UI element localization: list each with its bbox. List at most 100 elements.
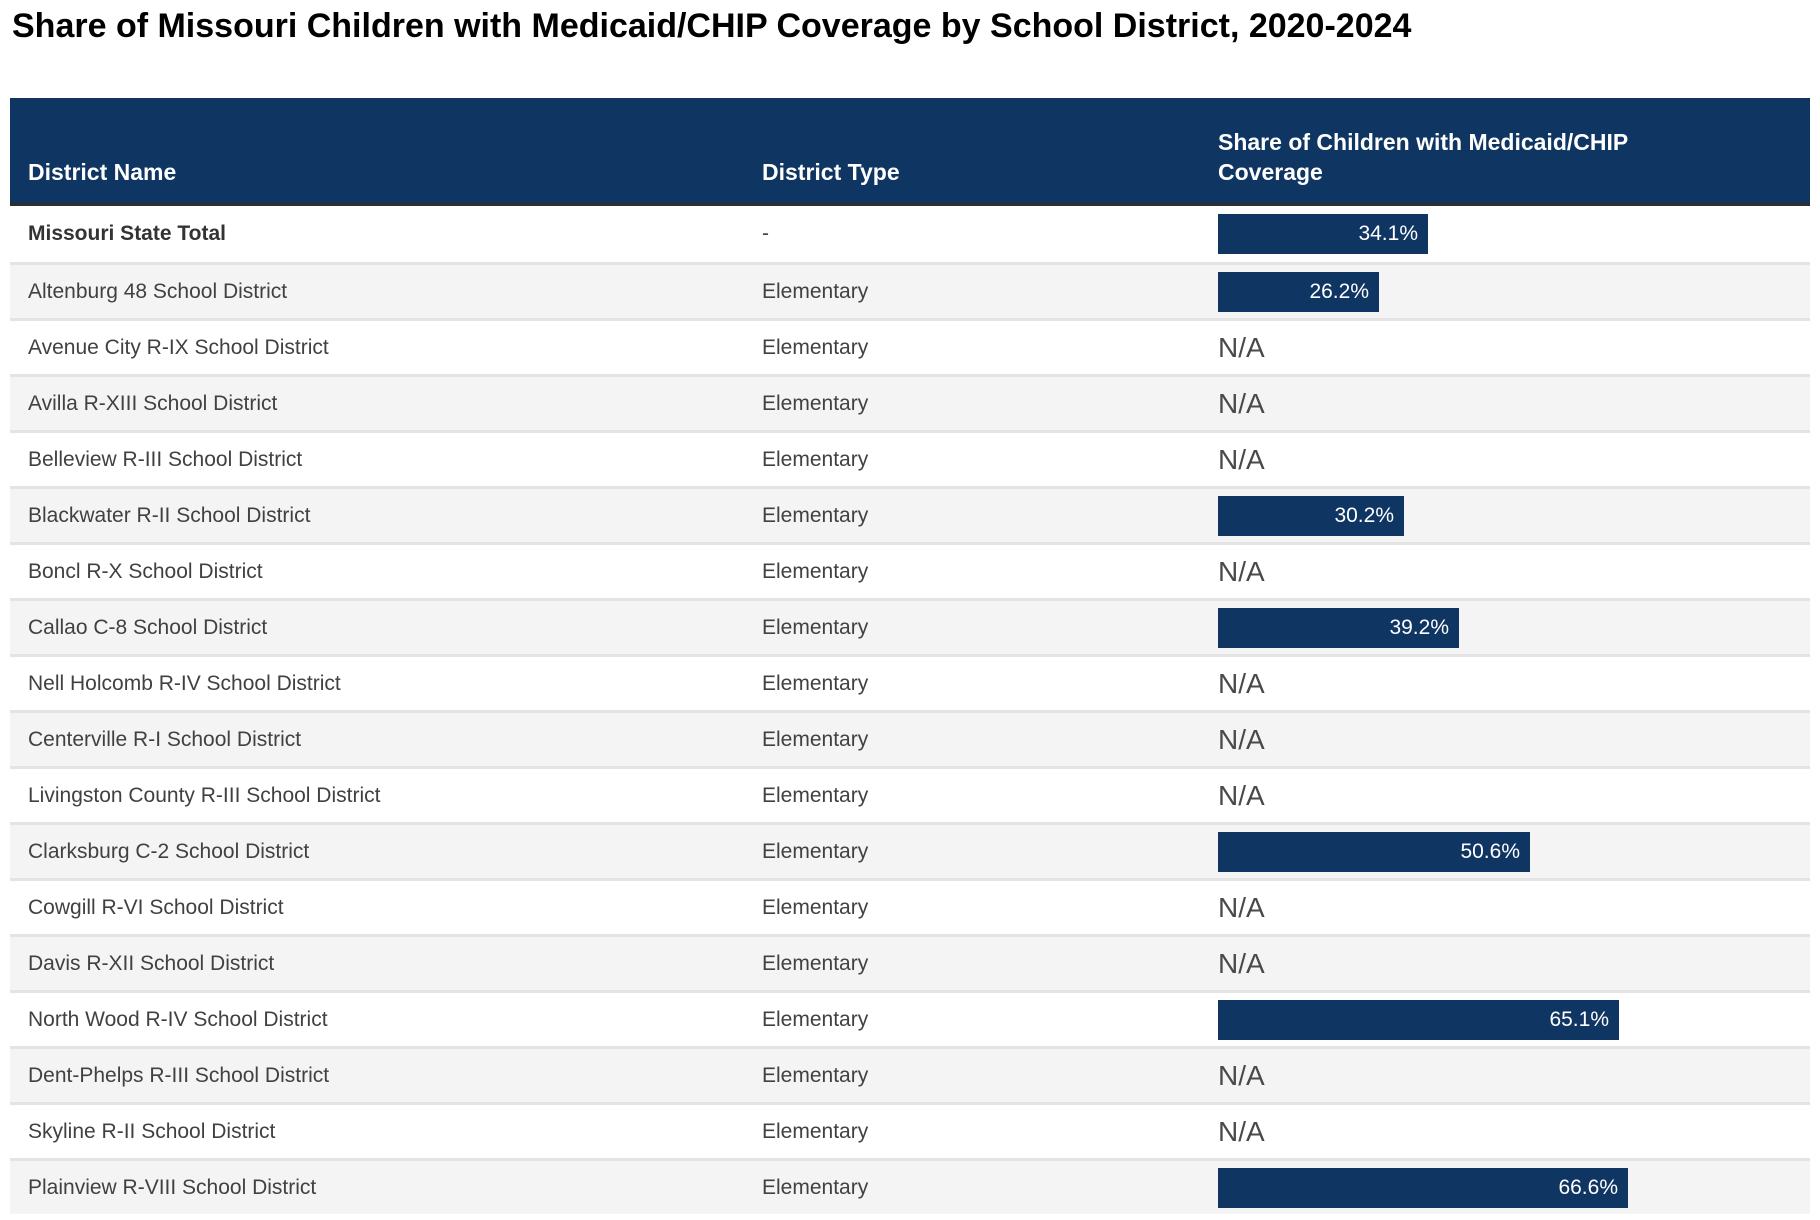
district-type-cell: Elementary	[762, 559, 869, 583]
district-type-cell: Elementary	[762, 727, 869, 751]
share-cell: N/A	[1208, 724, 1810, 756]
share-bar-label: 26.2%	[1309, 279, 1369, 303]
share-cell: N/A	[1208, 388, 1810, 420]
district-name-cell: Skyline R-II School District	[28, 1119, 276, 1143]
share-na-label: N/A	[1218, 387, 1265, 419]
column-header-share: Share of Children with Medicaid/CHIP Cov…	[1208, 127, 1810, 203]
district-type-cell: Elementary	[762, 1007, 869, 1031]
share-bar: 30.2%	[1218, 495, 1404, 536]
table-row: Callao C-8 School District Elementary 39…	[10, 598, 1810, 654]
share-cell: N/A	[1208, 948, 1810, 980]
district-name-cell: Boncl R-X School District	[28, 559, 263, 583]
table-row: Avilla R-XIII School District Elementary…	[10, 374, 1810, 430]
district-name-cell: Centerville R-I School District	[28, 727, 302, 751]
share-bar-label: 39.2%	[1389, 615, 1449, 639]
share-cell: N/A	[1208, 892, 1810, 924]
district-type-cell: Elementary	[762, 615, 869, 639]
share-na-label: N/A	[1218, 1059, 1265, 1091]
share-cell: N/A	[1208, 332, 1810, 364]
share-cell: N/A	[1208, 1116, 1810, 1148]
table-row: Missouri State Total - 34.1%	[10, 206, 1810, 262]
share-cell: 65.1%	[1208, 999, 1810, 1040]
medicaid-coverage-table: District Name District Type Share of Chi…	[10, 98, 1810, 1214]
share-cell: N/A	[1208, 668, 1810, 700]
share-cell: N/A	[1208, 556, 1810, 588]
district-name-cell: Belleview R-III School District	[28, 447, 303, 471]
share-bar-label: 66.6%	[1558, 1175, 1618, 1199]
share-na-label: N/A	[1218, 555, 1265, 587]
district-type-cell: Elementary	[762, 839, 869, 863]
district-type-cell: Elementary	[762, 447, 869, 471]
share-bar: 34.1%	[1218, 214, 1428, 254]
district-name-cell: Blackwater R-II School District	[28, 503, 311, 527]
share-bar-label: 65.1%	[1549, 1007, 1609, 1031]
table-row: Boncl R-X School District Elementary N/A	[10, 542, 1810, 598]
table-row: North Wood R-IV School District Elementa…	[10, 990, 1810, 1046]
district-name-cell: North Wood R-IV School District	[28, 1007, 328, 1031]
share-cell: 26.2%	[1208, 271, 1810, 312]
district-name-cell: Cowgill R-VI School District	[28, 895, 284, 919]
table-row: Skyline R-II School District Elementary …	[10, 1102, 1810, 1158]
share-cell: 50.6%	[1208, 831, 1810, 872]
district-type-cell: Elementary	[762, 1063, 869, 1087]
share-cell: 34.1%	[1208, 214, 1810, 254]
district-name-cell: Davis R-XII School District	[28, 951, 275, 975]
share-cell: N/A	[1208, 780, 1810, 812]
share-bar: 26.2%	[1218, 271, 1379, 312]
district-type-cell: Elementary	[762, 1175, 869, 1199]
district-name-cell: Nell Holcomb R-IV School District	[28, 671, 341, 695]
table-header-row: District Name District Type Share of Chi…	[10, 98, 1810, 206]
district-type-cell: Elementary	[762, 951, 869, 975]
district-type-cell: Elementary	[762, 1119, 869, 1143]
district-name-cell: Livingston County R-III School District	[28, 783, 381, 807]
district-name-cell: Dent-Phelps R-III School District	[28, 1063, 330, 1087]
district-type-cell: -	[762, 222, 769, 245]
share-cell: 39.2%	[1208, 607, 1810, 648]
table-row: Cowgill R-VI School District Elementary …	[10, 878, 1810, 934]
table-row: Altenburg 48 School District Elementary …	[10, 262, 1810, 318]
table-body: Missouri State Total - 34.1% Altenburg 4…	[10, 206, 1810, 1214]
district-type-cell: Elementary	[762, 503, 869, 527]
share-bar: 65.1%	[1218, 999, 1619, 1040]
district-type-cell: Elementary	[762, 671, 869, 695]
table-row: Avenue City R-IX School District Element…	[10, 318, 1810, 374]
share-bar: 39.2%	[1218, 607, 1459, 648]
share-cell: 30.2%	[1208, 495, 1810, 536]
table-row: Dent-Phelps R-III School District Elemen…	[10, 1046, 1810, 1102]
table-row: Livingston County R-III School District …	[10, 766, 1810, 822]
share-cell: N/A	[1208, 1060, 1810, 1092]
share-bar-label: 30.2%	[1334, 503, 1394, 527]
table-row: Plainview R-VIII School District Element…	[10, 1158, 1810, 1214]
share-na-label: N/A	[1218, 779, 1265, 811]
share-bar: 50.6%	[1218, 831, 1530, 872]
table-row: Centerville R-I School District Elementa…	[10, 710, 1810, 766]
table-row: Nell Holcomb R-IV School District Elemen…	[10, 654, 1810, 710]
column-header-district-type: District Type	[762, 159, 900, 185]
district-name-cell: Avenue City R-IX School District	[28, 335, 329, 359]
share-bar-label: 34.1%	[1358, 222, 1418, 245]
district-name-cell: Missouri State Total	[28, 222, 226, 245]
share-cell: 66.6%	[1208, 1167, 1810, 1208]
share-na-label: N/A	[1218, 891, 1265, 923]
share-bar-label: 50.6%	[1460, 839, 1520, 863]
district-type-cell: Elementary	[762, 335, 869, 359]
page-title: Share of Missouri Children with Medicaid…	[12, 7, 1412, 45]
share-bar: 66.6%	[1218, 1167, 1628, 1208]
share-na-label: N/A	[1218, 723, 1265, 755]
share-na-label: N/A	[1218, 947, 1265, 979]
district-name-cell: Avilla R-XIII School District	[28, 391, 278, 415]
table-row: Davis R-XII School District Elementary N…	[10, 934, 1810, 990]
table-row: Clarksburg C-2 School District Elementar…	[10, 822, 1810, 878]
district-type-cell: Elementary	[762, 391, 869, 415]
district-name-cell: Plainview R-VIII School District	[28, 1175, 317, 1199]
table-row: Blackwater R-II School District Elementa…	[10, 486, 1810, 542]
district-type-cell: Elementary	[762, 783, 869, 807]
district-name-cell: Altenburg 48 School District	[28, 279, 288, 303]
share-na-label: N/A	[1218, 443, 1265, 475]
share-na-label: N/A	[1218, 667, 1265, 699]
share-cell: N/A	[1208, 444, 1810, 476]
district-name-cell: Callao C-8 School District	[28, 615, 268, 639]
column-header-district-name: District Name	[28, 159, 177, 185]
column-header-share-label: Share of Children with Medicaid/CHIP Cov…	[1218, 129, 1628, 185]
